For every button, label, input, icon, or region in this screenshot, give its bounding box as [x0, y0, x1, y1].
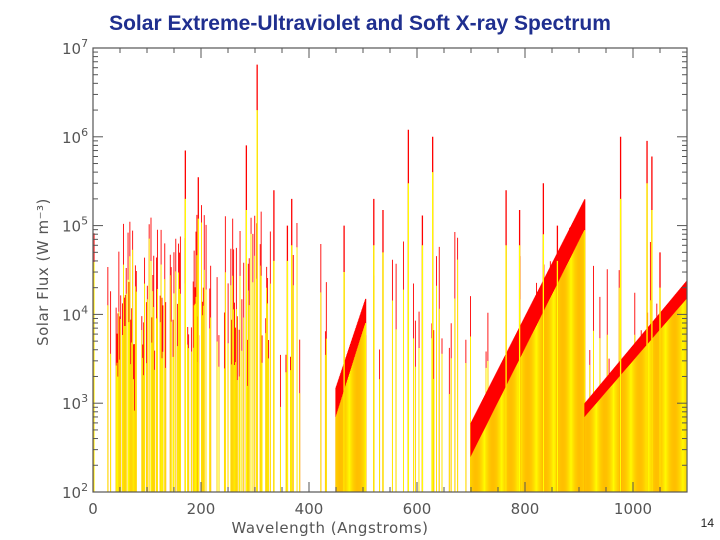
y-tick-label: 107 — [62, 37, 88, 58]
page-number: 14 — [700, 516, 714, 530]
x-tick-label: 800 — [511, 500, 540, 518]
x-tick-label: 400 — [295, 500, 324, 518]
axis-ticks — [92, 47, 687, 493]
x-tick-label: 1000 — [614, 500, 652, 518]
x-tick-label: 0 — [88, 500, 98, 518]
x-tick-labels: 0 200 400 600 800 1000 — [88, 500, 652, 518]
y-tick-label: 105 — [62, 215, 88, 236]
x-axis-label: Wavelength (Angstroms) — [232, 519, 429, 537]
x-tick-label: 200 — [187, 500, 216, 518]
y-tick-labels: 102 103 104 105 106 107 — [62, 37, 88, 502]
y-tick-label: 106 — [62, 126, 88, 147]
y-tick-label: 104 — [62, 303, 88, 324]
spectrum-bars — [93, 64, 688, 492]
y-tick-label: 103 — [62, 392, 88, 413]
x-tick-label: 600 — [403, 500, 432, 518]
slide-title: Solar Extreme-Ultraviolet and Soft X-ray… — [109, 12, 611, 35]
y-axis-label: Solar Flux (W m⁻³) — [34, 198, 52, 346]
y-tick-label: 102 — [62, 481, 88, 502]
